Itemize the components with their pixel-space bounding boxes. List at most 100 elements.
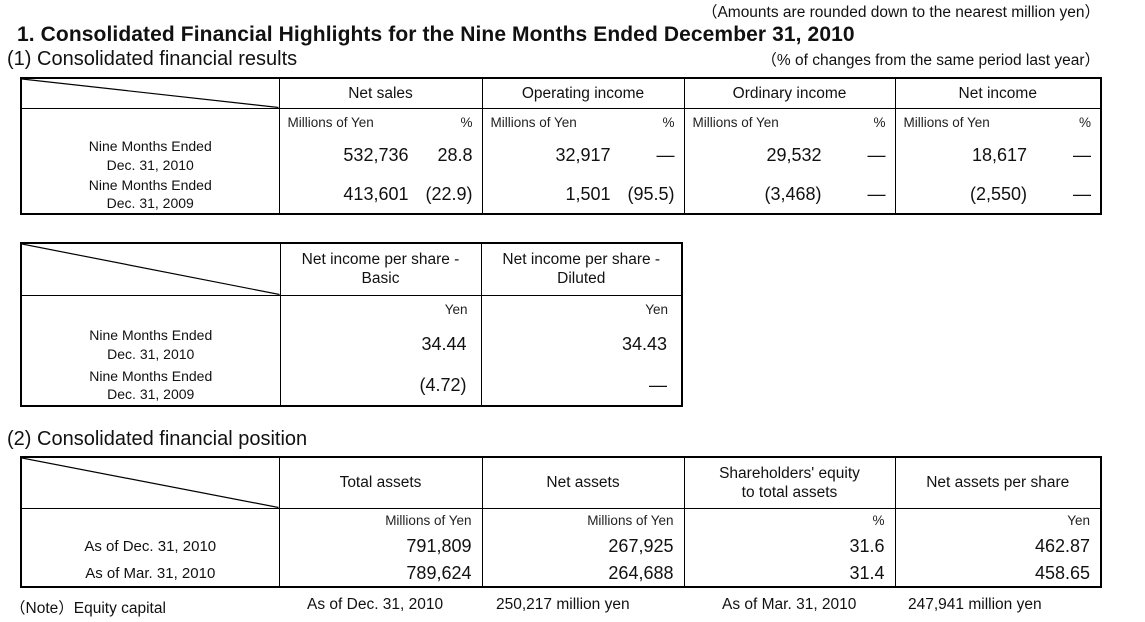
amount-value: (2,550) <box>969 183 1027 204</box>
percent-label: % <box>873 114 886 130</box>
empty-cell <box>20 295 281 324</box>
unit-label: Millions of Yen <box>278 508 483 533</box>
unit-cell: Millions of Yen% <box>278 108 483 136</box>
per-share-units-row: Yen Yen <box>20 295 683 324</box>
column-header-net-sales: Net sales <box>278 78 483 109</box>
unit-cell: Millions of Yen% <box>683 108 896 136</box>
position-row-mar-2010: As of Mar. 31, 2010 789,624 264,688 31.4… <box>20 560 1102 587</box>
percent-value: — <box>1073 183 1091 204</box>
value-cell: 31.6 <box>683 533 896 560</box>
value-cell: 789,624 <box>278 560 483 587</box>
unit-label: Millions of Yen <box>287 114 374 130</box>
percent-value: (22.9) <box>425 183 473 204</box>
row-label: Nine Months Ended Dec. 31, 2009 <box>20 365 281 406</box>
value-cell: 34.43 <box>480 324 683 365</box>
column-header-total-assets: Total assets <box>278 457 483 509</box>
unit-label: Millions of Yen <box>481 508 685 533</box>
value-cell: 264,688 <box>481 560 685 587</box>
unit-label: % <box>683 508 896 533</box>
section1-heading: (1) Consolidated financial results <box>7 48 298 70</box>
equity-capital-note: （Note）Equity capital As of Dec. 31, 2010… <box>0 594 1145 617</box>
unit-label: Millions of Yen <box>692 114 779 130</box>
position-header-row: Total assets Net assets Shareholders' eq… <box>20 457 1102 509</box>
results-row-2009: Nine Months Ended Dec. 31, 2009 413,601 (… <box>20 175 1102 214</box>
amount-value: 18,617 <box>971 145 1027 165</box>
percent-label: % <box>662 114 675 130</box>
empty-cell <box>20 108 280 136</box>
value-cell: 267,925 <box>481 533 685 560</box>
column-header-net-assets-per-share: Net assets per share <box>894 457 1102 509</box>
unit-cell: Millions of Yen% <box>481 108 685 136</box>
note-amount-2: 247,941 million yen <box>908 596 1042 613</box>
diagonal-cell <box>20 457 280 509</box>
position-table: Total assets Net assets Shareholders' eq… <box>20 456 1102 588</box>
amount-value: 413,601 <box>343 183 409 204</box>
diagonal-cell <box>20 243 281 296</box>
note-label: （Note）Equity capital <box>10 600 166 617</box>
value-cell: 29,532 — <box>683 136 896 175</box>
row-label: Nine Months Ended Dec. 31, 2010 <box>20 136 280 175</box>
percent-value: 28.8 <box>437 145 473 165</box>
row-label-line1: Nine Months Ended <box>89 327 213 343</box>
percent-value: — <box>867 145 886 165</box>
percent-value: — <box>867 183 886 204</box>
column-header-operating-income: Operating income <box>481 78 685 109</box>
header-line1: Net assets <box>546 474 620 492</box>
rounding-note: （Amounts are rounded down to the nearest… <box>701 4 1100 21</box>
value-cell: (2,550) — <box>894 175 1102 214</box>
diagonal-line-icon <box>22 79 279 108</box>
value-cell: 532,736 28.8 <box>278 136 483 175</box>
value-cell: 32,917 — <box>481 136 685 175</box>
diagonal-line-icon <box>22 458 279 508</box>
column-header-eps-basic: Net income per share - Basic <box>279 243 482 296</box>
unit-label: Yen <box>894 508 1102 533</box>
column-header-equity-ratio: Shareholders' equity to total assets <box>683 457 896 509</box>
value-cell: 31.4 <box>683 560 896 587</box>
section1-header-row: (1) Consolidated financial results （% of… <box>7 48 1100 70</box>
value-cell: 34.44 <box>279 324 482 365</box>
unit-label: Yen <box>480 295 683 324</box>
position-units-row: Millions of Yen Millions of Yen % Yen <box>20 508 1102 533</box>
note-date-2: As of Mar. 31, 2010 <box>722 596 857 613</box>
per-share-row-2009: Nine Months Ended Dec. 31, 2009 (4.72) — <box>20 365 683 406</box>
value-cell: 1,501 (95.5) <box>481 175 685 214</box>
header-line2: Diluted <box>557 270 606 288</box>
results-row-2010: Nine Months Ended Dec. 31, 2010 532,736 2… <box>20 136 1102 175</box>
value-cell: 462.87 <box>894 533 1102 560</box>
page-title: 1. Consolidated Financial Highlights for… <box>17 23 855 46</box>
unit-label: Yen <box>279 295 482 324</box>
row-label: Nine Months Ended Dec. 31, 2009 <box>20 175 280 214</box>
header-line2: Basic <box>361 270 400 288</box>
percent-value: — <box>656 145 675 165</box>
note-amount-1: 250,217 million yen <box>496 596 630 613</box>
header-line1: Net assets per share <box>926 474 1070 492</box>
percent-value: — <box>1073 145 1091 165</box>
per-share-header-row: Net income per share - Basic Net income … <box>20 243 683 296</box>
percent-value: (95.5) <box>627 183 675 204</box>
per-share-row-2010: Nine Months Ended Dec. 31, 2010 34.44 34… <box>20 324 683 365</box>
row-label-line2: Dec. 31, 2010 <box>106 156 194 173</box>
row-label-line2: Dec. 31, 2009 <box>107 386 195 402</box>
header-line1: Net income per share - <box>301 251 460 269</box>
amount-value: 29,532 <box>766 145 822 165</box>
results-table: Net sales Operating income Ordinary inco… <box>20 77 1102 215</box>
row-label-line2: Dec. 31, 2009 <box>106 195 194 211</box>
row-label-line1: Nine Months Ended <box>89 367 213 384</box>
column-header-eps-diluted: Net income per share - Diluted <box>480 243 683 296</box>
unit-cell: Millions of Yen% <box>894 108 1102 136</box>
value-cell: 791,809 <box>278 533 483 560</box>
header-line1: Total assets <box>339 474 422 492</box>
header-line2: to total assets <box>741 483 838 501</box>
empty-cell <box>20 508 280 533</box>
unit-label: Millions of Yen <box>903 114 990 130</box>
value-cell: (4.72) <box>279 365 482 406</box>
amount-value: 32,917 <box>555 145 611 165</box>
diagonal-line-icon <box>22 244 280 295</box>
column-header-net-assets: Net assets <box>481 457 685 509</box>
value-cell: — <box>480 365 683 406</box>
value-cell: (3,468) — <box>683 175 896 214</box>
section1-note: （% of changes from the same period last … <box>761 52 1100 69</box>
results-header-row: Net sales Operating income Ordinary inco… <box>20 78 1102 109</box>
row-label-line2: Dec. 31, 2010 <box>107 345 195 362</box>
row-label: Nine Months Ended Dec. 31, 2010 <box>20 324 281 365</box>
